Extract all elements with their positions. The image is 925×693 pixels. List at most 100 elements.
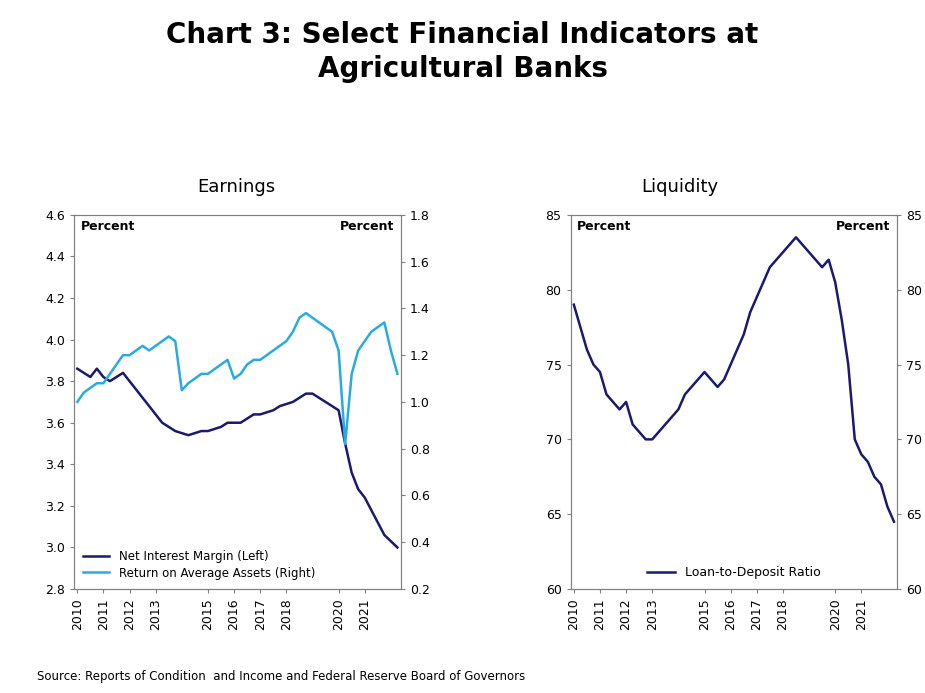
Net Interest Margin (Left) xyxy=(124,377,135,385)
Return on Average Assets (Right) xyxy=(209,365,220,374)
Net Interest Margin (Left) xyxy=(346,468,357,477)
Return on Average Assets (Right) xyxy=(92,379,103,387)
Net Interest Margin (Left) xyxy=(183,431,194,439)
Net Interest Margin (Left) xyxy=(288,398,299,406)
Return on Average Assets (Right) xyxy=(359,337,370,345)
Net Interest Margin (Left) xyxy=(190,429,201,437)
Return on Average Assets (Right) xyxy=(267,346,278,355)
Text: Percent: Percent xyxy=(339,220,394,234)
Net Interest Margin (Left) xyxy=(281,400,292,408)
Loan-to-Deposit Ratio xyxy=(595,368,606,376)
Return on Average Assets (Right) xyxy=(203,370,214,378)
Text: Chart 3: Select Financial Indicators at
Agricultural Banks: Chart 3: Select Financial Indicators at … xyxy=(166,21,758,83)
Net Interest Margin (Left) xyxy=(137,394,148,402)
Net Interest Margin (Left) xyxy=(92,365,103,373)
Net Interest Margin (Left) xyxy=(196,427,207,435)
Return on Average Assets (Right) xyxy=(235,370,246,378)
Loan-to-Deposit Ratio xyxy=(719,376,730,384)
Net Interest Margin (Left) xyxy=(177,429,188,437)
Net Interest Margin (Left) xyxy=(72,365,83,373)
Loan-to-Deposit Ratio xyxy=(771,256,782,264)
Return on Average Assets (Right) xyxy=(177,386,188,394)
Loan-to-Deposit Ratio xyxy=(732,345,743,353)
Loan-to-Deposit Ratio xyxy=(810,256,821,264)
Return on Average Assets (Right) xyxy=(248,356,259,364)
Loan-to-Deposit Ratio xyxy=(679,390,690,398)
Net Interest Margin (Left) xyxy=(254,410,265,419)
Loan-to-Deposit Ratio xyxy=(830,278,841,286)
Return on Average Assets (Right) xyxy=(72,398,83,406)
Loan-to-Deposit Ratio xyxy=(764,263,775,272)
Net Interest Margin (Left) xyxy=(156,419,167,427)
Loan-to-Deposit Ratio xyxy=(823,256,834,264)
Loan-to-Deposit Ratio xyxy=(862,457,873,466)
Net Interest Margin (Left) xyxy=(241,414,253,423)
Net Interest Margin (Left) xyxy=(150,410,161,419)
Net Interest Margin (Left) xyxy=(352,485,364,493)
Loan-to-Deposit Ratio xyxy=(791,233,802,241)
Loan-to-Deposit Ratio xyxy=(738,331,749,339)
Loan-to-Deposit Ratio xyxy=(653,428,664,436)
Return on Average Assets (Right) xyxy=(163,333,174,341)
Return on Average Assets (Right) xyxy=(169,337,180,345)
Net Interest Margin (Left) xyxy=(339,439,351,448)
Loan-to-Deposit Ratio xyxy=(875,480,886,489)
Loan-to-Deposit Ratio xyxy=(614,405,625,414)
Loan-to-Deposit Ratio xyxy=(672,405,684,414)
Net Interest Margin (Left) xyxy=(235,419,246,427)
Loan-to-Deposit Ratio xyxy=(869,473,880,481)
Return on Average Assets (Right) xyxy=(183,379,194,387)
Loan-to-Deposit Ratio xyxy=(849,435,860,444)
Return on Average Assets (Right) xyxy=(352,346,364,355)
Return on Average Assets (Right) xyxy=(196,370,207,378)
Net Interest Margin (Left) xyxy=(333,406,344,414)
Text: Earnings: Earnings xyxy=(197,178,275,196)
Net Interest Margin (Left) xyxy=(203,427,214,435)
Loan-to-Deposit Ratio xyxy=(568,301,579,309)
Return on Average Assets (Right) xyxy=(274,342,285,350)
Legend: Loan-to-Deposit Ratio: Loan-to-Deposit Ratio xyxy=(644,562,824,583)
Return on Average Assets (Right) xyxy=(222,356,233,364)
Return on Average Assets (Right) xyxy=(333,346,344,355)
Loan-to-Deposit Ratio xyxy=(699,368,710,376)
Loan-to-Deposit Ratio xyxy=(621,398,632,406)
Return on Average Assets (Right) xyxy=(105,370,116,378)
Net Interest Margin (Left) xyxy=(314,394,325,402)
Net Interest Margin (Left) xyxy=(248,410,259,419)
Return on Average Assets (Right) xyxy=(111,360,122,369)
Net Interest Margin (Left) xyxy=(294,394,305,402)
Net Interest Margin (Left) xyxy=(267,406,278,414)
Text: Source: Reports of Condition  and Income and Federal Reserve Board of Governors: Source: Reports of Condition and Income … xyxy=(37,669,525,683)
Net Interest Margin (Left) xyxy=(261,408,272,416)
Loan-to-Deposit Ratio xyxy=(783,240,795,249)
Loan-to-Deposit Ratio xyxy=(836,315,847,324)
Net Interest Margin (Left) xyxy=(117,369,129,377)
Return on Average Assets (Right) xyxy=(241,360,253,369)
Net Interest Margin (Left) xyxy=(111,373,122,381)
Loan-to-Deposit Ratio xyxy=(706,376,717,384)
Return on Average Assets (Right) xyxy=(130,346,142,355)
Net Interest Margin (Left) xyxy=(222,419,233,427)
Return on Average Assets (Right) xyxy=(190,374,201,383)
Text: Percent: Percent xyxy=(836,220,891,234)
Net Interest Margin (Left) xyxy=(365,506,376,514)
Net Interest Margin (Left) xyxy=(379,531,390,539)
Return on Average Assets (Right) xyxy=(117,351,129,360)
Return on Average Assets (Right) xyxy=(150,342,161,350)
Loan-to-Deposit Ratio xyxy=(666,413,677,421)
Net Interest Margin (Left) xyxy=(274,402,285,410)
Net Interest Margin (Left) xyxy=(79,369,90,377)
Net Interest Margin (Left) xyxy=(228,419,240,427)
Loan-to-Deposit Ratio xyxy=(751,293,762,301)
Net Interest Margin (Left) xyxy=(301,389,312,398)
Loan-to-Deposit Ratio xyxy=(843,360,854,369)
Return on Average Assets (Right) xyxy=(339,440,351,448)
Net Interest Margin (Left) xyxy=(143,402,154,410)
Loan-to-Deposit Ratio xyxy=(660,420,671,428)
Text: Percent: Percent xyxy=(577,220,632,234)
Net Interest Margin (Left) xyxy=(216,423,227,431)
Return on Average Assets (Right) xyxy=(98,379,109,387)
Return on Average Assets (Right) xyxy=(124,351,135,360)
Return on Average Assets (Right) xyxy=(79,388,90,396)
Loan-to-Deposit Ratio xyxy=(608,398,619,406)
